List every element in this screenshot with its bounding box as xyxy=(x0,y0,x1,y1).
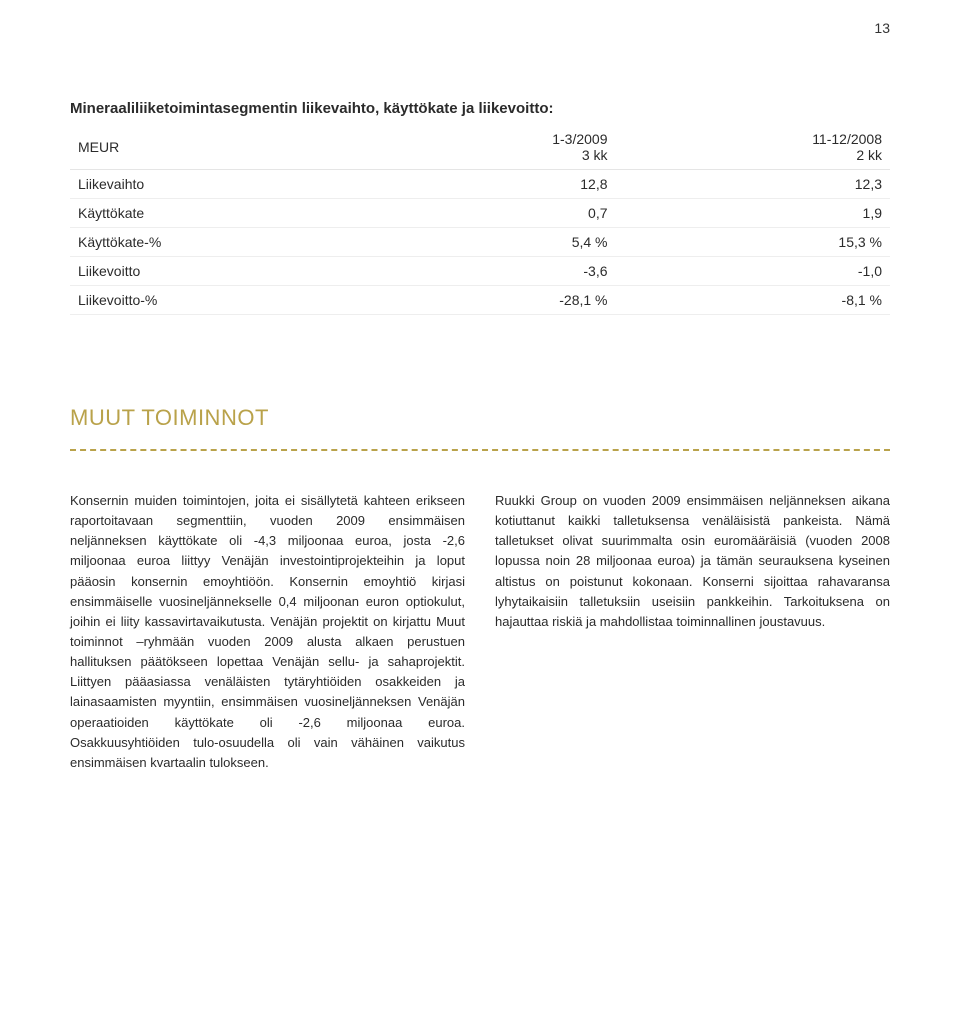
col-period-1-bottom: 3 kk xyxy=(582,147,608,163)
col-period-1-top: 1-3/2009 xyxy=(552,131,607,147)
col-label: MEUR xyxy=(70,125,388,170)
row-c1: 12,8 xyxy=(388,170,616,199)
row-c1: -28,1 % xyxy=(388,286,616,315)
col-period-2-top: 11-12/2008 xyxy=(812,131,882,147)
row-c1: 0,7 xyxy=(388,199,616,228)
row-label: Käyttökate xyxy=(70,199,388,228)
table-row: Käyttökate 0,7 1,9 xyxy=(70,199,890,228)
table-row: Liikevoitto -3,6 -1,0 xyxy=(70,257,890,286)
row-c1: 5,4 % xyxy=(388,228,616,257)
table-title: Mineraaliliiketoimintasegmentin liikevai… xyxy=(70,100,890,117)
row-c2: -1,0 xyxy=(616,257,891,286)
body-columns: Konsernin muiden toimintojen, joita ei s… xyxy=(70,491,890,773)
row-c2: -8,1 % xyxy=(616,286,891,315)
row-label: Liikevoitto xyxy=(70,257,388,286)
col-period-2: 11-12/2008 2 kk xyxy=(616,125,891,170)
table-header-row: MEUR 1-3/2009 3 kk 11-12/2008 2 kk xyxy=(70,125,890,170)
row-c1: -3,6 xyxy=(388,257,616,286)
section-heading: MUUT TOIMINNOT xyxy=(70,405,890,431)
row-c2: 1,9 xyxy=(616,199,891,228)
table-row: Liikevoitto-% -28,1 % -8,1 % xyxy=(70,286,890,315)
page-number: 13 xyxy=(874,20,890,36)
col-period-2-bottom: 2 kk xyxy=(856,147,882,163)
body-left-column: Konsernin muiden toimintojen, joita ei s… xyxy=(70,491,465,773)
row-c2: 15,3 % xyxy=(616,228,891,257)
page: 13 Mineraaliliiketoimintasegmentin liike… xyxy=(0,0,960,1016)
row-c2: 12,3 xyxy=(616,170,891,199)
table-row: Käyttökate-% 5,4 % 15,3 % xyxy=(70,228,890,257)
col-period-1: 1-3/2009 3 kk xyxy=(388,125,616,170)
row-label: Liikevoitto-% xyxy=(70,286,388,315)
financial-table: MEUR 1-3/2009 3 kk 11-12/2008 2 kk Liike… xyxy=(70,125,890,315)
row-label: Liikevaihto xyxy=(70,170,388,199)
row-label: Käyttökate-% xyxy=(70,228,388,257)
body-right-column: Ruukki Group on vuoden 2009 ensimmäisen … xyxy=(495,491,890,773)
dashed-divider xyxy=(70,449,890,451)
table-row: Liikevaihto 12,8 12,3 xyxy=(70,170,890,199)
